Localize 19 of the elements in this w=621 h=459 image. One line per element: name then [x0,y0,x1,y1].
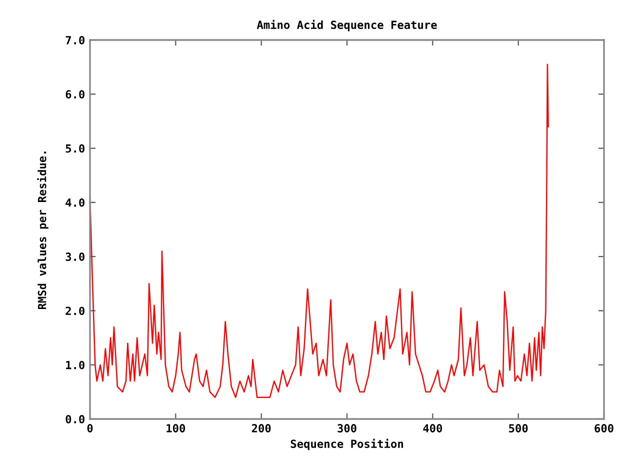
x-tick-label: 600 [594,424,614,432]
chart-title: Amino Acid Sequence Feature [256,20,437,32]
x-tick-label: 400 [423,424,442,432]
y-axis-title: RMSd values per Residue. [37,152,48,310]
y-tick-label: 0.0 [66,414,84,424]
line-series [90,64,549,398]
y-tick-label: 7.0 [66,36,84,44]
x-tick-label: 300 [338,424,356,432]
x-tick-label: 100 [166,424,186,432]
x-axis-title: Sequence Position [290,438,403,450]
y-tick-label: 1.0 [66,360,84,370]
y-tick-label: 2.0 [66,306,84,316]
x-tick-label: 500 [509,424,528,432]
y-tick-label: 4.0 [66,198,84,207]
x-tick-label: 200 [252,424,271,432]
x-tick-label: 0 [87,424,93,432]
y-tick-label: 5.0 [66,144,84,153]
y-tick-label: 6.0 [66,90,84,99]
y-tick-label: 3.0 [66,252,84,261]
